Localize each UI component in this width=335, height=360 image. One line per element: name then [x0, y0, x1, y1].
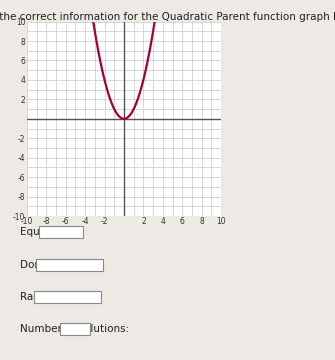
Text: ▾: ▾ [97, 260, 100, 269]
FancyBboxPatch shape [34, 291, 101, 303]
Text: Equation:: Equation: [20, 227, 70, 237]
Text: ▾: ▾ [84, 325, 88, 334]
FancyBboxPatch shape [40, 226, 83, 238]
Text: Number of solutions:: Number of solutions: [20, 324, 129, 334]
Text: Range:: Range: [20, 292, 57, 302]
Text: ▾: ▾ [77, 228, 81, 237]
FancyBboxPatch shape [60, 323, 90, 336]
Text: ▾: ▾ [95, 292, 99, 302]
FancyBboxPatch shape [36, 258, 103, 271]
Text: Domain:: Domain: [20, 260, 64, 270]
Text: Fill in the correct information for the Quadratic Parent function graph below.: Fill in the correct information for the … [0, 12, 335, 22]
